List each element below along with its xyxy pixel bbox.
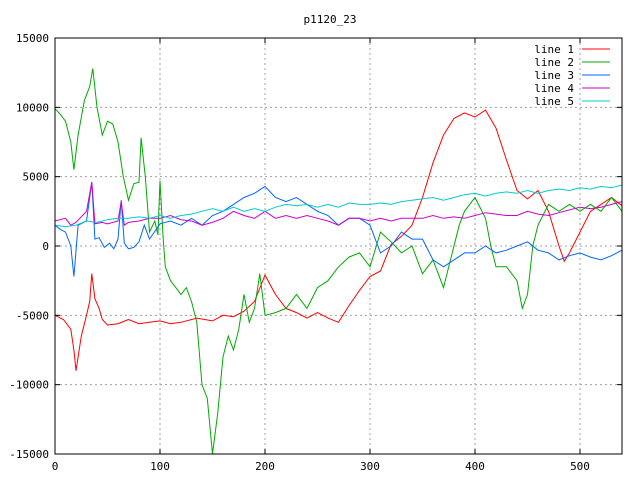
- legend-label: line 2: [534, 56, 574, 69]
- series-line-3: [54, 182, 623, 277]
- legend-label: line 4: [534, 82, 574, 95]
- series-line-1: [54, 109, 623, 371]
- y-tick-label: -15000: [9, 448, 49, 461]
- series-line-2: [54, 68, 623, 455]
- chart-title: p1120_23: [304, 13, 357, 26]
- y-tick-label: 0: [42, 240, 49, 253]
- axis-ticks: 0 100 200 300 400 500 -15000 -10000 -5000 0 5000 10…: [9, 32, 622, 473]
- x-tick-label: 500: [570, 460, 590, 473]
- series-line-5: [54, 184, 623, 228]
- y-tick-label: 10000: [16, 101, 49, 114]
- y-tick-label: 15000: [16, 32, 49, 45]
- y-tick-label: -5000: [16, 309, 49, 322]
- grid-lines: [55, 38, 622, 454]
- legend-label: line 3: [534, 69, 574, 82]
- y-tick-label: 5000: [23, 171, 50, 184]
- legend-label: line 1: [534, 43, 574, 56]
- x-tick-label: 300: [360, 460, 380, 473]
- series-lines: [54, 68, 623, 455]
- x-tick-label: 200: [255, 460, 275, 473]
- x-tick-label: 100: [150, 460, 170, 473]
- y-tick-label: -10000: [9, 379, 49, 392]
- legend-label: line 5: [534, 95, 574, 108]
- series-line-4: [54, 182, 623, 227]
- x-tick-label: 400: [465, 460, 485, 473]
- x-tick-label: 0: [52, 460, 59, 473]
